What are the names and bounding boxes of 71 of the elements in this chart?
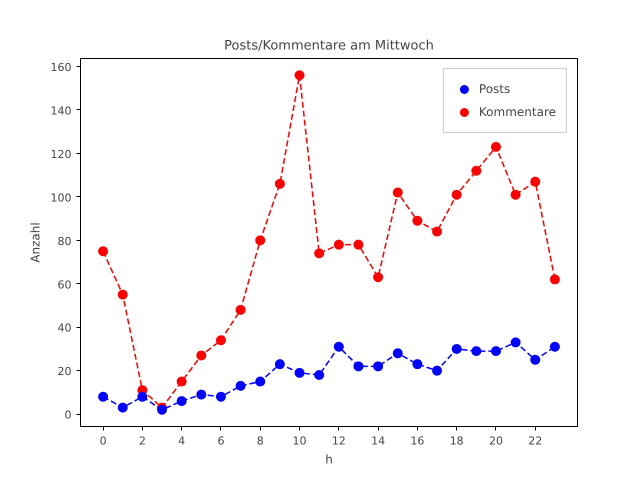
point [196, 350, 206, 360]
x-tick-label: 10 [292, 434, 307, 448]
point [334, 342, 344, 352]
x-tick-label: 12 [332, 434, 346, 448]
point [176, 396, 187, 406]
point [236, 380, 246, 391]
y-tick-label: 100 [50, 191, 72, 204]
y-tick-label: 40 [58, 322, 72, 335]
point [98, 392, 108, 402]
point [471, 346, 482, 356]
legend-label: Kommentare [478, 105, 556, 119]
point [176, 376, 187, 387]
point [412, 359, 422, 370]
x-tick-label: 8 [256, 434, 264, 448]
point [216, 392, 226, 402]
y-axis-title: Anzahl [28, 222, 43, 263]
point [392, 188, 403, 198]
x-tick-label: 14 [371, 434, 386, 448]
point [452, 344, 462, 354]
point [118, 290, 128, 300]
point [452, 190, 462, 200]
point [236, 304, 246, 315]
point [432, 366, 442, 376]
point [255, 376, 266, 387]
point [432, 226, 442, 237]
point [137, 392, 148, 402]
point [510, 190, 521, 200]
point [490, 346, 501, 356]
y-tick-label: 120 [50, 148, 72, 161]
point [216, 335, 226, 346]
point [255, 235, 266, 246]
point [314, 370, 324, 380]
x-tick-label: 2 [138, 434, 146, 448]
point [196, 390, 206, 400]
x-tick-label: 0 [100, 434, 107, 448]
chart-title: Posts/Kommentare am Mittwoch [224, 38, 434, 54]
point [314, 248, 324, 258]
point [334, 240, 344, 250]
x-tick-label: 16 [410, 434, 424, 448]
y-tick-label: 80 [58, 234, 72, 248]
point [118, 402, 128, 413]
point [373, 361, 384, 372]
point [550, 342, 560, 352]
point [392, 348, 403, 358]
point [510, 337, 521, 348]
x-tick-label: 22 [528, 434, 542, 448]
point [98, 246, 108, 256]
point [294, 70, 305, 80]
point [530, 176, 540, 187]
y-tick-label: 140 [50, 104, 72, 118]
point [412, 216, 422, 226]
point [490, 142, 501, 152]
point [294, 368, 305, 378]
point [550, 274, 560, 284]
y-tick-label: 20 [58, 365, 72, 378]
point [274, 359, 285, 370]
y-tick-label: 60 [58, 278, 72, 292]
point [471, 166, 482, 176]
y-tick-label: 160 [50, 61, 72, 74]
point [530, 354, 540, 365]
x-tick-label: 6 [217, 434, 224, 448]
legend-label: Posts [478, 82, 510, 96]
point [373, 272, 384, 282]
point [274, 178, 285, 189]
x-tick-label: 18 [450, 434, 464, 448]
x-tick-label: 4 [178, 434, 186, 448]
point [353, 361, 364, 372]
y-tick-label: 0 [64, 408, 72, 422]
x-axis-title: h [325, 452, 333, 466]
point [353, 240, 364, 250]
x-tick-label: 20 [488, 434, 503, 448]
